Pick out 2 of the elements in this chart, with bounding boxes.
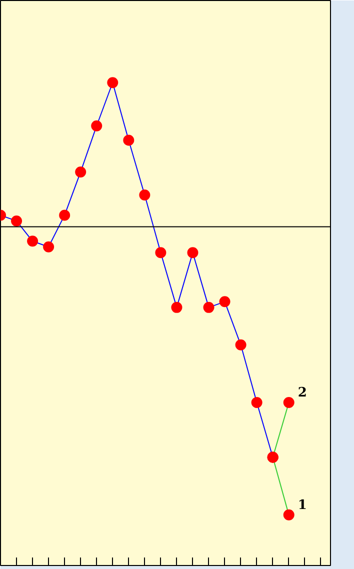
series-label: 2 bbox=[298, 386, 307, 401]
series-label: 1 bbox=[298, 498, 307, 513]
